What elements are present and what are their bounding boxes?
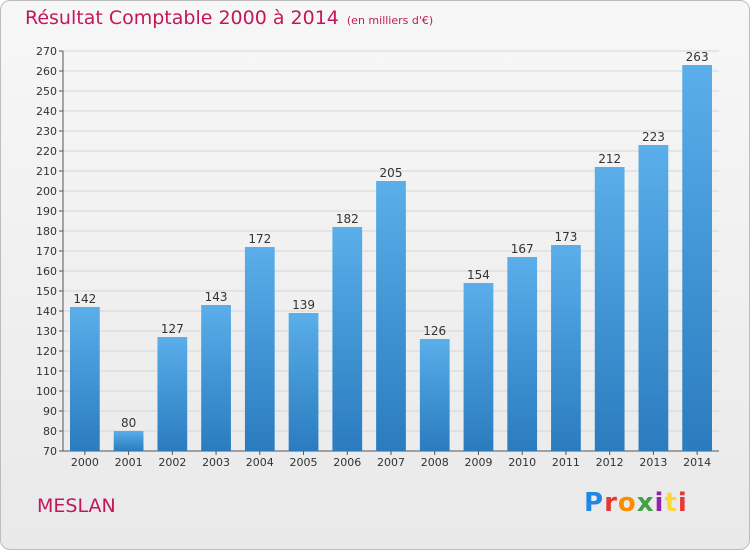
y-tick-label: 150	[36, 285, 57, 298]
data-label-2007: 205	[380, 166, 403, 180]
x-tick-label-2002: 2002	[158, 456, 186, 469]
chart-title-text: Résultat Comptable 2000 à 2014	[25, 7, 339, 29]
x-tick-label-2003: 2003	[202, 456, 230, 469]
commune-name: MESLAN	[37, 495, 116, 517]
label-layer: 142 80 127 143 172 139 182 205 126 154 167 173 212 22…	[73, 50, 708, 430]
data-label-2011: 173	[554, 230, 577, 244]
data-label-2014: 263	[686, 50, 709, 64]
bar-2001	[113, 431, 144, 451]
bar-2004	[244, 247, 275, 451]
y-tick-label: 80	[43, 425, 57, 438]
bar-2014	[682, 65, 713, 451]
y-tick-label: 200	[36, 185, 57, 198]
x-tick-label-2007: 2007	[377, 456, 405, 469]
logo-letter: i	[677, 488, 688, 518]
logo-letter: P	[584, 488, 605, 518]
data-label-2009: 154	[467, 268, 490, 282]
bar-2002	[157, 337, 188, 451]
data-label-2003: 143	[205, 290, 228, 304]
data-label-2006: 182	[336, 212, 359, 226]
logo-letter: r	[604, 488, 618, 518]
bar-2000	[69, 307, 100, 451]
data-label-2001: 80	[121, 416, 136, 430]
data-label-2012: 212	[598, 152, 621, 166]
logo-letter: x	[636, 488, 655, 518]
y-tick-label: 270	[36, 45, 57, 58]
bar-2010	[507, 257, 538, 451]
data-label-2010: 167	[511, 242, 534, 256]
bar-layer	[69, 65, 713, 451]
y-tick-label: 180	[36, 225, 57, 238]
y-tick-label: 140	[36, 305, 57, 318]
y-tick-label: 170	[36, 245, 57, 258]
bar-2012	[594, 167, 625, 451]
y-tick-label: 230	[36, 125, 57, 138]
bar-2008	[419, 339, 450, 451]
y-tick-label: 220	[36, 145, 57, 158]
x-tick-label-2012: 2012	[596, 456, 624, 469]
logo-letter: t	[664, 488, 678, 518]
x-tick-label-2013: 2013	[639, 456, 667, 469]
x-tick-label-2001: 2001	[115, 456, 143, 469]
data-label-2008: 126	[423, 324, 446, 338]
bar-2006	[332, 227, 363, 451]
logo-letter: i	[654, 488, 665, 518]
bar-2013	[638, 145, 669, 451]
chart-title: Résultat Comptable 2000 à 2014 (en millie…	[25, 7, 433, 29]
x-tick-label-2008: 2008	[421, 456, 449, 469]
y-tick-label: 210	[36, 165, 57, 178]
bar-2003	[201, 305, 231, 451]
x-tick-label-2004: 2004	[246, 456, 274, 469]
chart-unit: (en milliers d'€)	[346, 14, 434, 27]
bar-2007	[376, 181, 406, 451]
y-tick-label: 90	[43, 405, 57, 418]
bar-2011	[551, 245, 581, 451]
y-tick-label: 100	[36, 385, 57, 398]
y-tick-label: 240	[36, 105, 57, 118]
x-tick-label-2000: 2000	[71, 456, 99, 469]
x-tick-label-2009: 2009	[464, 456, 492, 469]
data-label-2005: 139	[292, 298, 315, 312]
data-label-2013: 223	[642, 130, 665, 144]
data-label-2004: 172	[248, 232, 271, 246]
x-tick-label-2006: 2006	[333, 456, 361, 469]
bar-2005	[288, 313, 319, 451]
y-tick-label: 260	[36, 65, 57, 78]
x-tick-label-2011: 2011	[552, 456, 580, 469]
y-tick-label: 70	[43, 445, 57, 458]
proxiti-logo: Proxiti	[584, 488, 688, 518]
x-tick-label-2014: 2014	[683, 456, 711, 469]
x-tick-label-2010: 2010	[508, 456, 536, 469]
y-tick-label: 160	[36, 265, 57, 278]
y-tick-label: 130	[36, 325, 57, 338]
logo-letter: o	[617, 488, 637, 518]
y-tick-label: 250	[36, 85, 57, 98]
bar-2009	[463, 283, 494, 451]
x-tick-label-2005: 2005	[290, 456, 318, 469]
y-tick-label: 120	[36, 345, 57, 358]
y-tick-label: 110	[36, 365, 57, 378]
data-label-2000: 142	[73, 292, 96, 306]
y-tick-label: 190	[36, 205, 57, 218]
data-label-2002: 127	[161, 322, 184, 336]
axis-layer: 7080901001101201301401501601701801902002…	[36, 45, 719, 469]
